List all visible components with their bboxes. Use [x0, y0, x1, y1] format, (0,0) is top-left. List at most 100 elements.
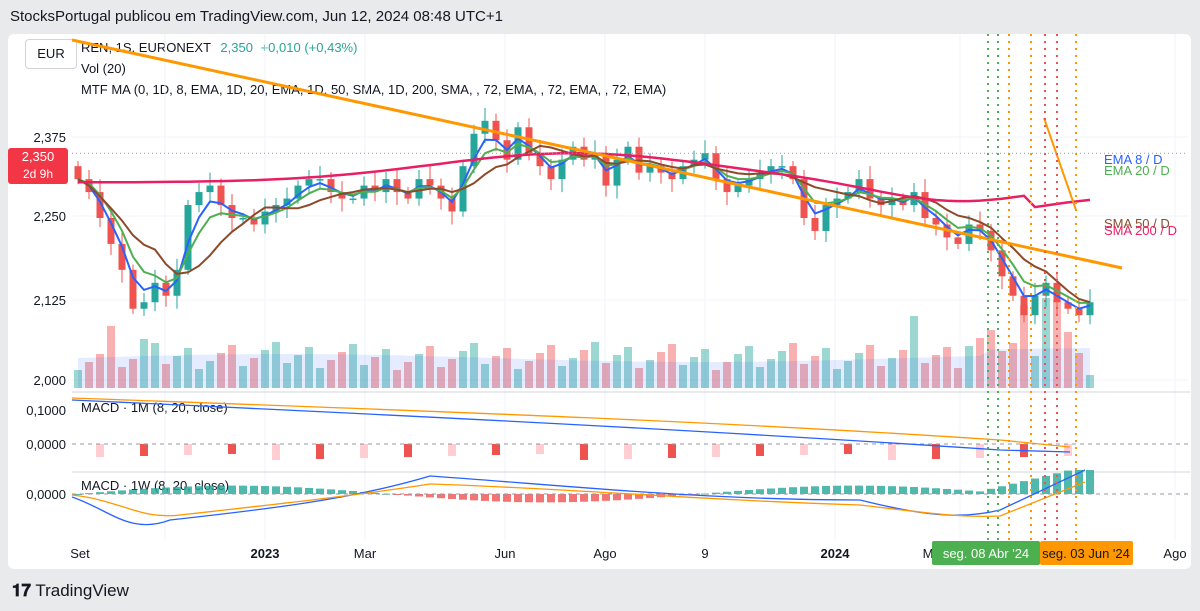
candle — [426, 166, 434, 195]
macd-weekly-bar — [921, 487, 929, 494]
macd-weekly-bar — [74, 494, 82, 495]
volume-bar — [514, 369, 522, 388]
candle-body — [1064, 302, 1072, 309]
volume-bar — [85, 362, 93, 388]
macd-weekly-bar — [129, 489, 137, 494]
macd-monthly-bar — [888, 444, 896, 460]
macd-weekly-bar — [1009, 483, 1017, 494]
candle — [338, 181, 346, 212]
candle-body — [349, 198, 357, 201]
volume-bar — [371, 357, 379, 388]
candle-body — [811, 218, 819, 231]
trend-line-resistance — [71, 38, 1123, 270]
candle — [657, 159, 665, 184]
macd-weekly-bar — [877, 485, 885, 494]
macd-weekly-bar — [668, 494, 676, 497]
currency-selector[interactable]: EUR — [25, 39, 77, 69]
macd-weekly-bar — [536, 494, 544, 503]
x-tick-label: 9 — [701, 546, 708, 561]
macd-weekly-bar — [998, 486, 1006, 494]
volume-bar — [349, 344, 357, 388]
candle — [184, 199, 192, 276]
candle — [470, 124, 478, 174]
volume-bar — [613, 355, 621, 388]
macd-monthly-bar — [272, 444, 280, 460]
candle-body — [822, 205, 830, 231]
candle-body — [151, 282, 159, 303]
candle-body — [1086, 302, 1094, 316]
date-badge-orange — [1040, 541, 1133, 565]
candle — [283, 187, 291, 218]
volume-bar — [140, 339, 148, 388]
candle — [371, 172, 379, 202]
candle-body — [426, 179, 434, 186]
macd-monthly-bar — [360, 444, 368, 458]
volume-bar — [239, 366, 247, 388]
volume-bar — [635, 368, 643, 388]
macd-weekly-bar — [217, 485, 225, 494]
volume-bar — [437, 367, 445, 388]
volume-bar — [910, 316, 918, 388]
volume-bar — [404, 362, 412, 388]
candle-body — [481, 120, 489, 134]
volume-bar — [1031, 356, 1039, 388]
macd-weekly-bar — [778, 487, 786, 494]
volume-bar — [701, 349, 709, 388]
candle-body — [723, 179, 731, 193]
macd-weekly-bar — [569, 494, 577, 503]
legend-price: 2,350 — [220, 40, 253, 55]
macd-y-tick-label: 0,0000 — [26, 487, 66, 502]
macd-weekly-bar — [844, 485, 852, 494]
macd-weekly-bar — [481, 494, 489, 501]
volume-bar — [448, 359, 456, 388]
macd-weekly-bar — [294, 487, 302, 494]
macd-weekly-bar — [954, 489, 962, 494]
candle-body — [74, 166, 82, 180]
ma-label: SMA 50 / D — [1104, 216, 1170, 231]
candle-body — [998, 250, 1006, 277]
macd-weekly-bar — [866, 485, 874, 494]
chart-panel[interactable]: EUR REN, 1S, EURONEXT 2,350 +0,010 (+0,4… — [8, 34, 1191, 569]
volume-bar — [690, 357, 698, 388]
volume-bar — [921, 363, 929, 388]
macd-weekly-line — [71, 469, 1086, 526]
candle — [789, 160, 797, 185]
macd-weekly-bar — [943, 488, 951, 494]
volume-bar — [492, 356, 500, 388]
x-tick-label: M — [923, 546, 934, 561]
volume-bar — [756, 367, 764, 388]
macd-monthly-bar — [1064, 444, 1072, 456]
macd-weekly-bar — [140, 488, 148, 494]
macd-weekly-bar — [558, 494, 566, 503]
volume-bar — [1020, 305, 1028, 388]
candle — [217, 178, 225, 217]
volume-bar — [855, 353, 863, 388]
macd-weekly-bar — [723, 491, 731, 494]
macd-monthly-bar — [800, 444, 808, 455]
macd-weekly-bar — [1042, 475, 1050, 494]
volume-bar — [206, 361, 214, 388]
volume-bar — [228, 345, 236, 388]
volume-bar — [294, 355, 302, 388]
macd-weekly-bar — [492, 494, 500, 502]
volume-bar — [877, 366, 885, 388]
macd-weekly-bar — [448, 494, 456, 499]
volume-bar — [998, 351, 1006, 388]
macd-monthly-bar — [976, 444, 984, 458]
candle — [74, 160, 82, 185]
macd-weekly-bar — [404, 494, 412, 496]
macd-weekly-bar — [206, 485, 214, 494]
macd-weekly-bar — [283, 486, 291, 494]
candle-body — [470, 133, 478, 167]
candle-body — [668, 172, 676, 180]
macd-weekly-bar — [305, 487, 313, 494]
y-tick-label: 2,375 — [33, 130, 66, 145]
tradingview-logo[interactable]: 𝟏𝟕 TradingView — [12, 581, 129, 600]
date-badge-orange-text: seg. 03 Jun '24 — [1042, 546, 1130, 561]
y-tick-label: 2,000 — [33, 373, 66, 388]
candle-body — [393, 179, 401, 193]
candle — [173, 258, 181, 309]
macd-monthly-bar — [624, 444, 632, 459]
macd-weekly-bar — [800, 486, 808, 494]
